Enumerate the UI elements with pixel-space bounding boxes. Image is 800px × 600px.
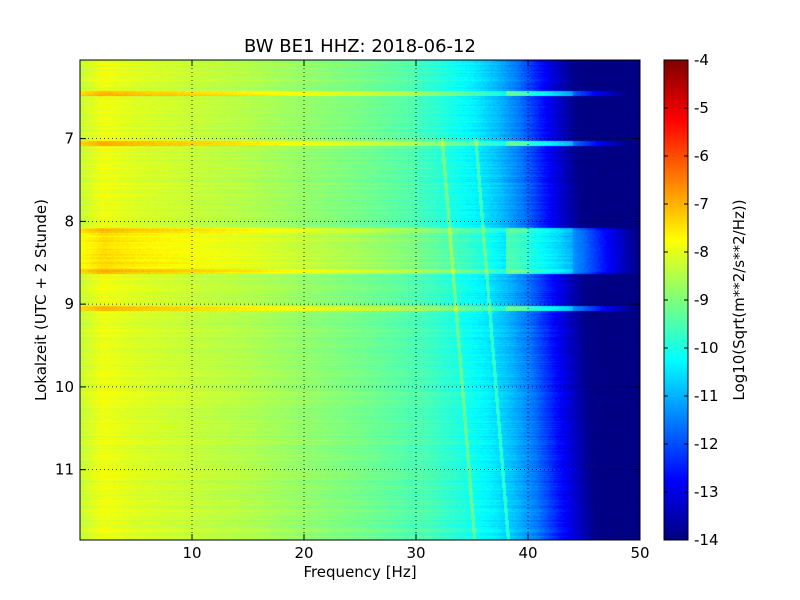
y-axis-label: Lokalzeit (UTC + 2 Stunde) — [32, 199, 50, 401]
colorbar-tick-label: -8 — [694, 243, 709, 261]
y-tick-label: 7 — [64, 130, 74, 148]
x-tick-label: 50 — [630, 544, 649, 562]
y-tick-label: 8 — [64, 212, 74, 230]
x-tick-label: 20 — [294, 544, 313, 562]
plot-frame — [79, 59, 641, 541]
x-tick-label: 40 — [518, 544, 537, 562]
colorbar-tick-label: -7 — [694, 195, 709, 213]
y-tick-label: 10 — [55, 378, 74, 396]
y-tick-label: 11 — [55, 461, 74, 479]
colorbar-tick-label: -10 — [694, 339, 719, 357]
colorbar-tick-label: -12 — [694, 435, 719, 453]
colorbar-tick-label: -13 — [694, 483, 719, 501]
axis-ticks: 10 20 30 40 50 7 8 9 10 11 — [55, 60, 650, 562]
grid-lines — [80, 60, 640, 540]
x-tick-label: 30 — [406, 544, 425, 562]
x-tick-label: 10 — [182, 544, 201, 562]
colorbar-tick-label: -5 — [694, 99, 709, 117]
heatmap — [80, 60, 640, 540]
colorbar-tick-label: -14 — [694, 531, 719, 549]
y-tick-label: 9 — [64, 295, 74, 313]
heatmap-image — [80, 60, 640, 540]
colorbar-ticks: -4 -5 -6 -7 -8 -9 -10 -11 -12 -13 -14 — [664, 51, 719, 549]
chart-title: BW BE1 HHZ: 2018-06-12 — [244, 36, 476, 57]
colorbar-tick-label: -4 — [694, 51, 709, 69]
colorbar-tick-label: -6 — [694, 147, 709, 165]
colorbar-label: Log10(Sqrt(m**2/s**2/Hz)) — [730, 199, 748, 400]
x-axis-label: Frequency [Hz] — [303, 563, 416, 581]
colorbar-tick-label: -9 — [694, 291, 709, 309]
colorbar-tick-label: -11 — [694, 387, 719, 405]
